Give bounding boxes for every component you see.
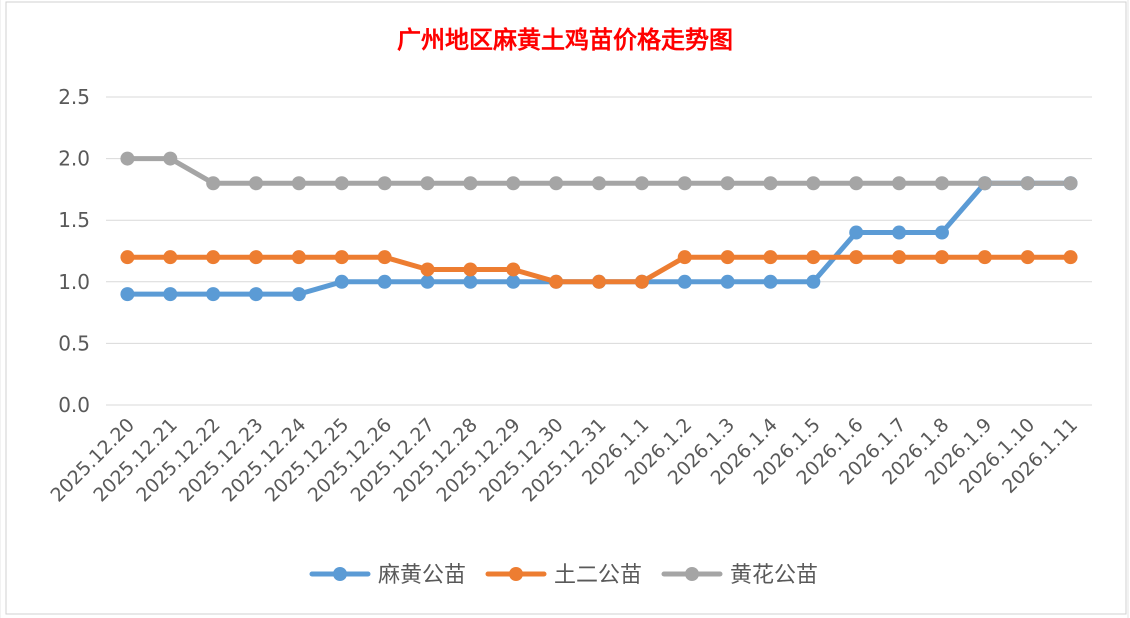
legend: 麻黄公苗 土二公苗 黄花公苗 bbox=[309, 563, 818, 588]
data-point bbox=[677, 176, 692, 191]
data-point bbox=[291, 287, 306, 302]
data-point bbox=[1020, 176, 1035, 191]
data-point bbox=[249, 287, 264, 302]
data-point bbox=[934, 225, 949, 240]
data-point bbox=[377, 250, 392, 265]
y-tick-label: 1.0 bbox=[58, 270, 90, 294]
data-point bbox=[120, 250, 135, 265]
data-point bbox=[377, 176, 392, 191]
data-point bbox=[334, 274, 349, 289]
data-point bbox=[163, 287, 178, 302]
legend-item-3: 黄花公苗 bbox=[661, 563, 818, 588]
data-point bbox=[634, 274, 649, 289]
data-point bbox=[1063, 176, 1078, 191]
legend-label: 土二公苗 bbox=[554, 563, 642, 588]
data-point bbox=[420, 176, 435, 191]
y-tick-label: 2.5 bbox=[58, 85, 90, 109]
data-point bbox=[549, 176, 564, 191]
data-point bbox=[1063, 250, 1078, 265]
data-point bbox=[720, 274, 735, 289]
legend-item-1: 麻黄公苗 bbox=[309, 563, 466, 588]
data-point bbox=[849, 225, 864, 240]
data-point bbox=[463, 262, 478, 277]
data-point bbox=[892, 250, 907, 265]
data-point bbox=[163, 250, 178, 265]
data-point bbox=[677, 250, 692, 265]
data-point bbox=[420, 274, 435, 289]
data-point bbox=[334, 176, 349, 191]
legend-label: 麻黄公苗 bbox=[378, 563, 466, 588]
data-point bbox=[506, 176, 521, 191]
data-point bbox=[849, 250, 864, 265]
data-point bbox=[206, 176, 221, 191]
data-point bbox=[720, 250, 735, 265]
data-point bbox=[892, 225, 907, 240]
data-point bbox=[592, 176, 606, 191]
chart-title: 广州地区麻黄土鸡苗价格走势图 bbox=[397, 25, 733, 54]
y-tick-label: 2.0 bbox=[58, 147, 90, 171]
data-point bbox=[120, 151, 135, 166]
data-point bbox=[763, 176, 778, 191]
data-point bbox=[249, 176, 264, 191]
data-point bbox=[977, 176, 992, 191]
chart-border bbox=[5, 1, 1127, 615]
data-point bbox=[763, 250, 778, 265]
legend-item-2: 土二公苗 bbox=[485, 563, 642, 588]
data-point bbox=[206, 250, 221, 265]
data-point bbox=[806, 250, 821, 265]
data-point bbox=[163, 151, 178, 166]
y-tick-label: 1.5 bbox=[58, 208, 90, 232]
legend-swatch-marker bbox=[685, 567, 699, 581]
data-point bbox=[506, 262, 521, 277]
x-axis-ticks: 2025.12.202025.12.212025.12.222025.12.23… bbox=[46, 414, 1082, 506]
data-point bbox=[677, 274, 692, 289]
data-point bbox=[592, 274, 606, 289]
data-point bbox=[120, 287, 135, 302]
data-point bbox=[849, 176, 864, 191]
legend-swatch-marker bbox=[333, 567, 347, 581]
data-point bbox=[206, 287, 221, 302]
data-point bbox=[249, 250, 264, 265]
data-point bbox=[291, 176, 306, 191]
y-tick-label: 0.5 bbox=[58, 331, 90, 355]
data-point bbox=[1020, 250, 1035, 265]
data-point bbox=[634, 176, 649, 191]
data-point bbox=[463, 176, 478, 191]
y-tick-label: 0.0 bbox=[58, 393, 90, 417]
data-point bbox=[334, 250, 349, 265]
data-point bbox=[934, 176, 949, 191]
data-point bbox=[291, 250, 306, 265]
data-point bbox=[720, 176, 735, 191]
data-point bbox=[806, 274, 821, 289]
gridlines bbox=[106, 96, 1092, 406]
data-point bbox=[463, 274, 478, 289]
data-point bbox=[977, 250, 992, 265]
data-point bbox=[934, 250, 949, 265]
data-point bbox=[549, 274, 564, 289]
data-point bbox=[892, 176, 907, 191]
legend-label: 黄花公苗 bbox=[730, 563, 818, 588]
y-axis-ticks: 0.0 0.5 1.0 1.5 2.0 2.5 bbox=[58, 85, 90, 417]
data-point bbox=[763, 274, 778, 289]
data-point bbox=[806, 176, 821, 191]
data-point bbox=[420, 262, 435, 277]
series-points bbox=[120, 151, 1078, 302]
data-point bbox=[506, 274, 521, 289]
legend-swatch-marker bbox=[509, 567, 523, 581]
data-point bbox=[377, 274, 392, 289]
